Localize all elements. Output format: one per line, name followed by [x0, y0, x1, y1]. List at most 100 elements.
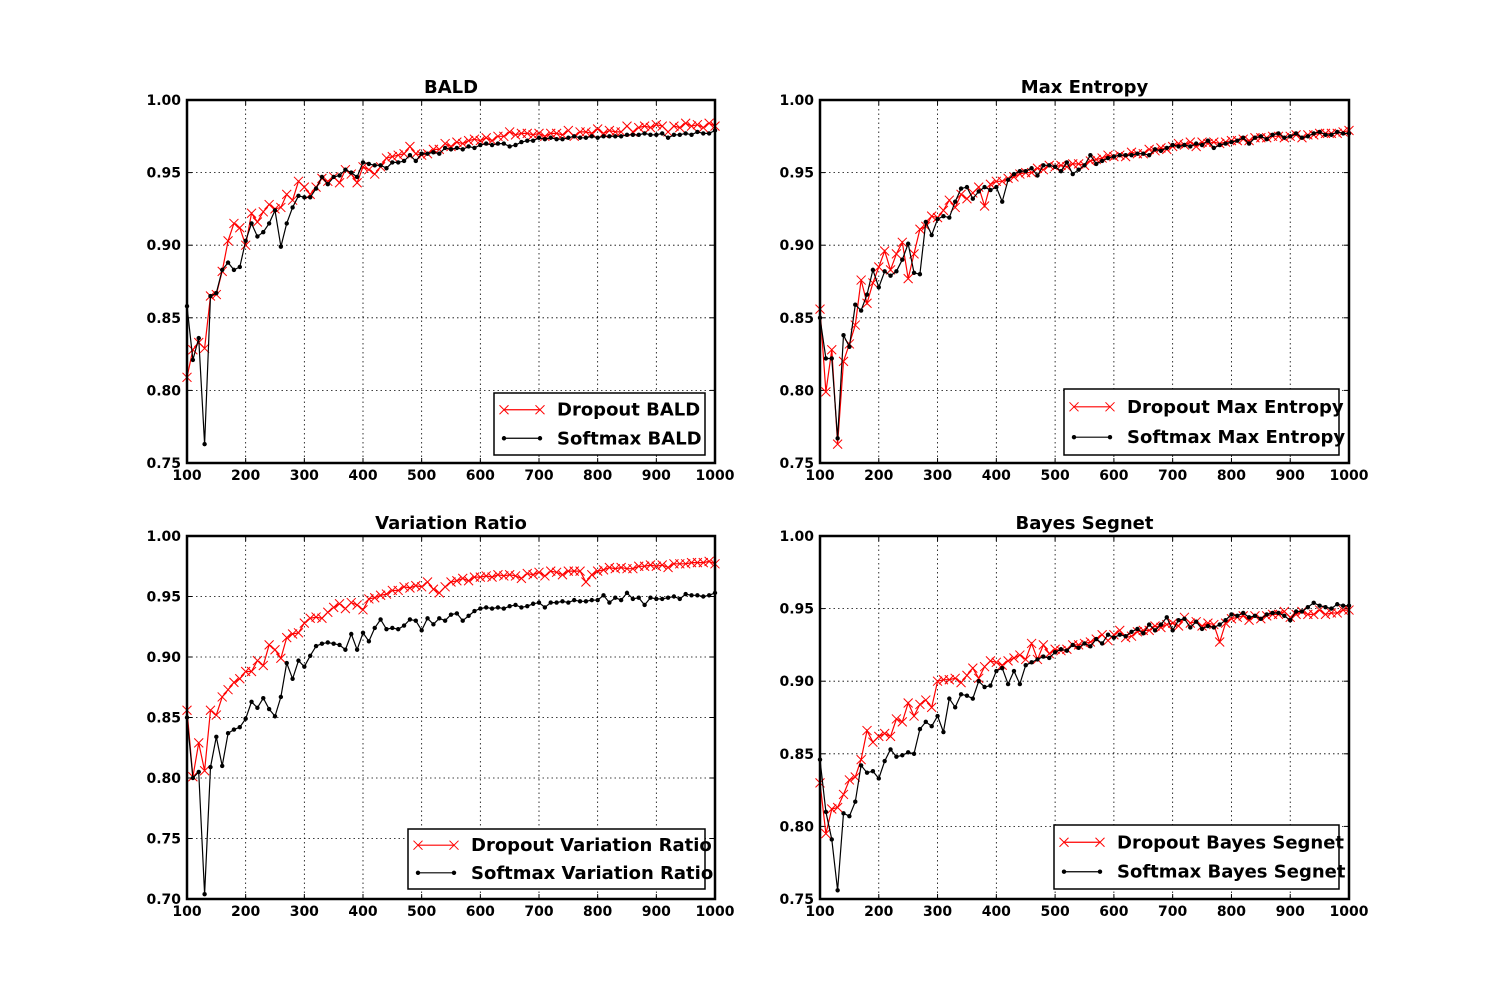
data-point-x: [873, 262, 884, 272]
data-point-dot: [560, 599, 565, 604]
data-point-x: [862, 725, 872, 736]
data-point-dot: [952, 199, 958, 204]
data-point-x: [1214, 637, 1225, 647]
data-point-x: [399, 581, 409, 592]
data-point-dot: [595, 135, 600, 140]
data-point-dot: [1129, 152, 1134, 158]
data-point-dot: [648, 595, 653, 600]
data-point-x: [276, 202, 286, 213]
data-point-x: [956, 677, 966, 688]
y-tick-label: 0.80: [146, 771, 181, 787]
data-point-x: [920, 695, 931, 705]
data-point-dot: [1270, 132, 1275, 138]
data-point-dot: [442, 618, 448, 623]
data-point-dot: [1035, 657, 1040, 662]
data-point-x: [616, 562, 626, 573]
series-softmax-bald: [184, 128, 718, 447]
data-point-x: [586, 128, 597, 139]
data-point-dot: [900, 753, 905, 758]
data-point-dot: [354, 647, 360, 652]
data-point-dot: [530, 601, 536, 606]
data-point-dot: [935, 216, 940, 222]
data-point-dot: [325, 182, 330, 187]
data-point-x: [229, 677, 239, 688]
data-point-x: [692, 119, 703, 130]
plot-frame: [818, 98, 1351, 465]
data-point-x: [956, 189, 966, 200]
x-tick-label: 100: [172, 904, 201, 920]
legend-marker: [451, 870, 457, 875]
x-tick-label: 1000: [1330, 468, 1369, 484]
data-point-dot: [501, 141, 506, 146]
plot-frame: [185, 98, 717, 465]
data-point-dot: [1094, 636, 1099, 642]
data-point-x: [909, 711, 919, 721]
data-point-x: [452, 137, 462, 147]
data-point-dot: [1146, 152, 1152, 158]
data-point-dot: [601, 134, 606, 139]
data-point-x: [1220, 618, 1231, 628]
data-point-dot: [1047, 655, 1052, 661]
data-point-x: [410, 580, 421, 591]
data-point-dot: [654, 132, 659, 138]
data-point-dot: [220, 267, 225, 273]
data-point-dot: [683, 131, 688, 136]
legend-marker: [449, 840, 459, 851]
data-point-x: [475, 135, 486, 146]
data-point-x: [962, 670, 972, 681]
data-point-x: [364, 594, 374, 604]
data-point-dot: [671, 132, 677, 138]
y-tick-label: 0.80: [779, 383, 814, 399]
data-point-dot: [1241, 610, 1246, 616]
data-point-dot: [905, 750, 911, 755]
y-tick-label: 1.00: [146, 529, 181, 545]
data-point-dot: [935, 713, 940, 719]
y-tick-label: 0.85: [146, 711, 181, 727]
data-point-x: [334, 177, 345, 188]
data-point-dot: [349, 170, 354, 175]
data-point-dot: [853, 302, 858, 307]
y-tick-label: 0.75: [146, 832, 181, 848]
data-point-x: [498, 131, 509, 142]
legend-box: [1053, 824, 1340, 890]
data-point-x: [581, 577, 591, 587]
data-point-dot: [911, 751, 917, 756]
data-point-x: [1173, 621, 1184, 631]
data-point-dot: [870, 267, 876, 273]
x-tick-label: 500: [1040, 468, 1069, 484]
data-point-x: [838, 356, 849, 367]
data-point-dot: [401, 158, 407, 164]
data-point-dot: [1176, 618, 1181, 623]
data-point-x: [821, 828, 831, 839]
data-point-x: [686, 121, 697, 131]
data-point-x: [369, 592, 380, 603]
data-point-dot: [689, 132, 694, 138]
data-point-dot: [613, 134, 618, 139]
data-point-dot: [864, 292, 870, 297]
data-point-dot: [1123, 633, 1128, 639]
data-point-x: [1197, 621, 1207, 631]
data-point-dot: [1288, 618, 1293, 623]
data-point-dot: [1064, 160, 1070, 165]
data-point-x: [311, 612, 321, 622]
data-point-dot: [1311, 131, 1316, 136]
x-tick-label: 700: [524, 468, 553, 484]
data-point-dot: [870, 769, 876, 774]
x-tick-label: 400: [982, 904, 1011, 920]
y-tick-label: 0.95: [779, 602, 814, 618]
data-point-dot: [472, 145, 477, 151]
data-point-dot: [460, 618, 465, 623]
data-point-x: [393, 585, 404, 596]
data-point-x: [246, 208, 257, 219]
legend-marker: [501, 436, 507, 441]
data-point-dot: [841, 333, 846, 338]
data-point-dot: [466, 613, 471, 619]
data-point-x: [680, 118, 691, 129]
data-point-dot: [876, 776, 881, 781]
data-point-dot: [1199, 142, 1205, 148]
data-point-x: [944, 195, 955, 206]
data-point-dot: [1164, 145, 1169, 151]
data-point-dot: [1223, 618, 1228, 623]
data-point-x: [628, 563, 638, 574]
